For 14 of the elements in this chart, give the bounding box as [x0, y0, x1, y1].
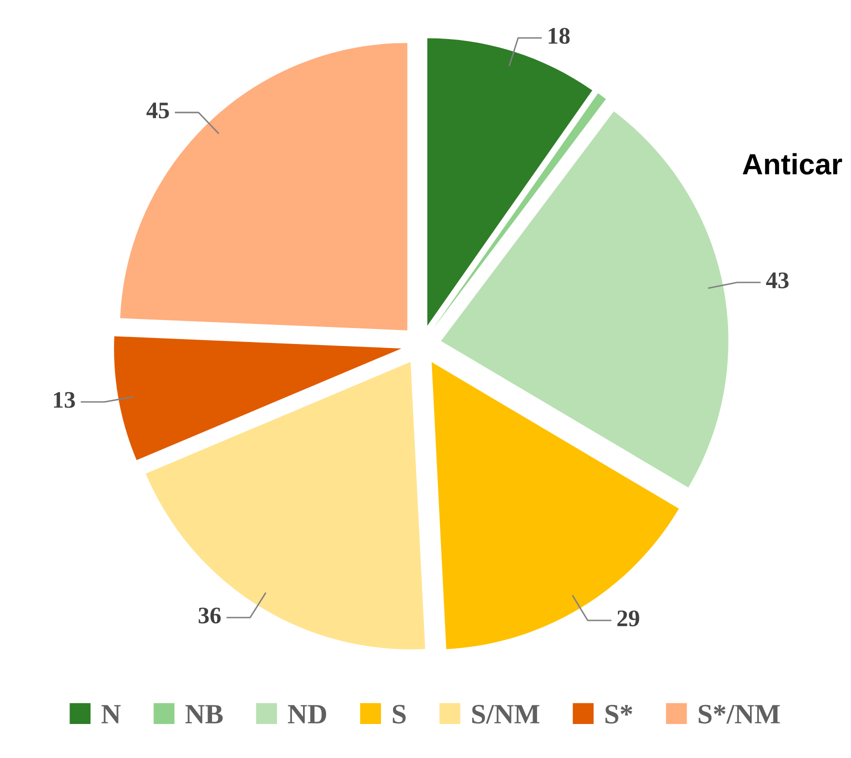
legend-label: S/NM — [472, 704, 540, 724]
legend-label: S* — [606, 704, 632, 724]
data-label: 36 — [198, 608, 221, 624]
data-label: 43 — [766, 272, 789, 288]
data-label: 13 — [54, 392, 75, 408]
data-label: 29 — [617, 610, 640, 626]
legend-label: NB — [185, 705, 223, 724]
legend-label: ND — [288, 705, 326, 724]
legend-label: S*/NM — [698, 704, 780, 724]
data-label: 18 — [548, 28, 570, 44]
text: Anticar — [742, 153, 842, 175]
legend-label: S — [392, 704, 406, 724]
legend-label: N — [101, 705, 121, 724]
data-label: 45 — [146, 102, 169, 118]
